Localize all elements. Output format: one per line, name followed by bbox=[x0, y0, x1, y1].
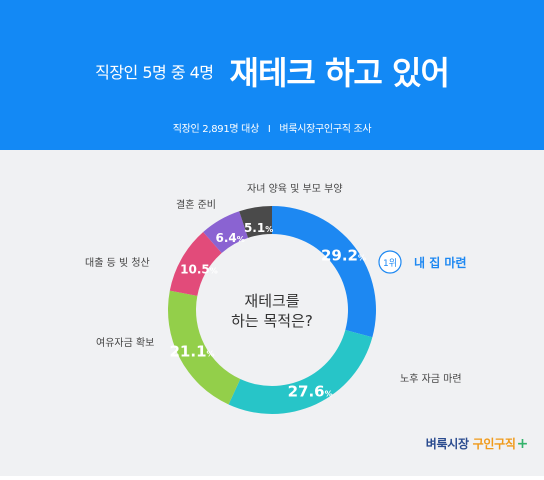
slice-category-label: 노후 자금 마련 bbox=[400, 373, 462, 385]
slice-3 bbox=[168, 290, 241, 405]
slice-category-label: 내 집 마련 bbox=[414, 255, 467, 270]
header-title-row: 직장인 5명 중 4명 재테크 하고 있어 bbox=[0, 48, 544, 94]
donut-chart: 29.2% 1위 내 집 마련 27.6% 노후 자금 마련 21.1% 여유자금 확보 10… bbox=[85, 183, 467, 414]
slice-1 bbox=[272, 206, 376, 338]
slice-value-label: 27.6% bbox=[288, 383, 333, 401]
survey-note-left: 직장인 2,891명 대상 bbox=[172, 124, 260, 135]
survey-note-right: 벼룩시장구인구직 조사 bbox=[279, 124, 372, 135]
slice-value-label: 6.4% bbox=[215, 231, 244, 245]
header-banner: 직장인 5명 중 4명 재테크 하고 있어 직장인 2,891명 대상 I 벼룩… bbox=[0, 0, 544, 150]
brand-plus-icon: + bbox=[516, 436, 529, 452]
header-title: 재테크 하고 있어 bbox=[229, 54, 450, 92]
center-title-line: 재테크를 bbox=[244, 292, 299, 310]
slice-value-label: 5.1% bbox=[244, 221, 273, 235]
rank-badge bbox=[378, 250, 402, 274]
slice-2 bbox=[228, 329, 373, 414]
brand-part2: 구인구직 bbox=[472, 437, 516, 451]
survey-note-separator: I bbox=[267, 124, 271, 135]
slice-4 bbox=[169, 232, 222, 296]
rank-badge-label: 1위 bbox=[383, 258, 397, 269]
slice-category-label: 자녀 양육 및 부모 부양 bbox=[247, 183, 343, 195]
slice-value-label: 21.1% bbox=[170, 342, 215, 360]
slice-6 bbox=[239, 206, 272, 238]
slice-category-label: 여유자금 확보 bbox=[96, 337, 154, 349]
survey-note: 직장인 2,891명 대상 I 벼룩시장구인구직 조사 bbox=[0, 120, 544, 135]
chart-area: 29.2% 1위 내 집 마련 27.6% 노후 자금 마련 21.1% 여유자금 확보 10… bbox=[0, 150, 544, 476]
slice-value-label: 29.2% bbox=[321, 246, 366, 264]
header-subtitle: 직장인 5명 중 4명 bbox=[95, 63, 214, 82]
slice-category-label: 대출 등 빚 청산 bbox=[85, 257, 150, 269]
brand-part1: 벼룩시장 bbox=[425, 437, 469, 451]
slice-value-label: 10.5% bbox=[180, 262, 218, 276]
center-title-line: 하는 목적은? bbox=[231, 312, 313, 330]
slice-5 bbox=[203, 211, 249, 254]
brand-logo: 벼룩시장 구인구직+ bbox=[425, 435, 529, 452]
slice-category-label: 결혼 준비 bbox=[176, 198, 216, 211]
